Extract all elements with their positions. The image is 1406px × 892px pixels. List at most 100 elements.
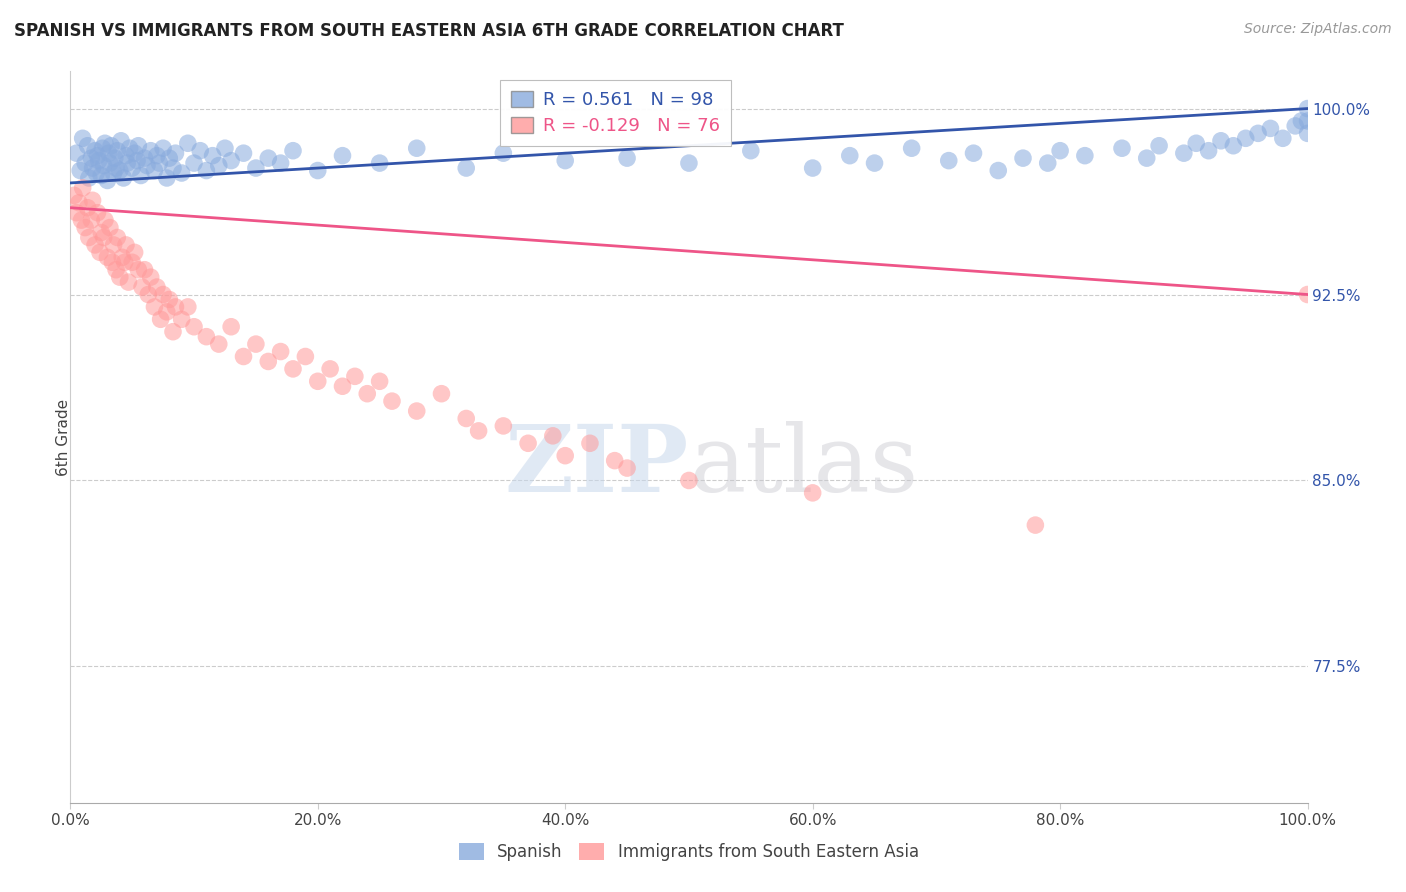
Point xyxy=(72,181,94,195)
Point xyxy=(103,166,125,180)
Point xyxy=(86,149,108,163)
Point xyxy=(579,436,602,450)
Point xyxy=(183,156,205,170)
Point xyxy=(170,166,193,180)
Point xyxy=(270,344,292,359)
Point xyxy=(143,300,166,314)
Text: atlas: atlas xyxy=(689,421,918,511)
Point xyxy=(1260,121,1282,136)
Point xyxy=(616,461,638,475)
Point xyxy=(157,151,180,165)
Point xyxy=(554,153,576,168)
Point xyxy=(136,287,159,301)
Point xyxy=(75,156,97,170)
Point xyxy=(104,151,127,165)
Point xyxy=(616,151,638,165)
Point xyxy=(405,404,427,418)
Point xyxy=(70,213,93,227)
Point xyxy=(603,453,626,467)
Point xyxy=(201,149,224,163)
Point xyxy=(1173,146,1195,161)
Point xyxy=(77,230,100,244)
Point xyxy=(72,131,94,145)
Point xyxy=(195,163,218,178)
Point xyxy=(100,138,122,153)
Point xyxy=(118,141,141,155)
Point xyxy=(1209,134,1232,148)
Point xyxy=(129,169,152,183)
Point xyxy=(332,149,354,163)
Point xyxy=(1024,518,1046,533)
Point xyxy=(1234,131,1257,145)
Point xyxy=(103,238,125,252)
Point xyxy=(307,163,329,178)
Point xyxy=(97,146,120,161)
Point xyxy=(105,230,128,244)
Point xyxy=(69,163,91,178)
Point xyxy=(127,262,149,277)
Legend: Spanish, Immigrants from South Eastern Asia: Spanish, Immigrants from South Eastern A… xyxy=(453,836,925,868)
Point xyxy=(114,255,136,269)
Point xyxy=(105,262,128,277)
Point xyxy=(82,194,104,208)
Point xyxy=(1198,144,1220,158)
Point xyxy=(307,374,329,388)
Point xyxy=(90,169,112,183)
Point xyxy=(93,159,115,173)
Point xyxy=(257,354,280,368)
Point xyxy=(1074,149,1097,163)
Point xyxy=(67,195,90,210)
Point xyxy=(134,262,156,277)
Point xyxy=(801,486,824,500)
Point xyxy=(127,138,149,153)
Point xyxy=(108,270,131,285)
Point xyxy=(63,188,86,202)
Point xyxy=(183,319,205,334)
Point xyxy=(80,213,103,227)
Point xyxy=(1296,102,1319,116)
Point xyxy=(1185,136,1208,151)
Point xyxy=(281,362,304,376)
Point xyxy=(1296,287,1319,301)
Point xyxy=(368,156,391,170)
Point xyxy=(149,312,172,326)
Point xyxy=(1296,126,1319,140)
Point xyxy=(319,362,342,376)
Point xyxy=(65,205,87,219)
Y-axis label: 6th Grade: 6th Grade xyxy=(56,399,70,475)
Point xyxy=(162,161,184,175)
Point xyxy=(517,436,540,450)
Point xyxy=(101,255,124,269)
Point xyxy=(124,146,146,161)
Point xyxy=(1222,138,1244,153)
Point xyxy=(863,156,886,170)
Point xyxy=(98,220,121,235)
Point xyxy=(1036,156,1059,170)
Point xyxy=(84,144,107,158)
Point xyxy=(740,144,762,158)
Point xyxy=(111,250,134,264)
Point xyxy=(76,201,98,215)
Point xyxy=(456,411,478,425)
Point xyxy=(170,312,193,326)
Point xyxy=(838,149,860,163)
Point xyxy=(381,394,404,409)
Point xyxy=(86,205,108,219)
Point xyxy=(554,449,576,463)
Text: SPANISH VS IMMIGRANTS FROM SOUTH EASTERN ASIA 6TH GRADE CORRELATION CHART: SPANISH VS IMMIGRANTS FROM SOUTH EASTERN… xyxy=(14,22,844,40)
Point xyxy=(541,429,564,443)
Point xyxy=(232,350,254,364)
Point xyxy=(1271,131,1294,145)
Point xyxy=(152,141,174,155)
Point xyxy=(232,146,254,161)
Point xyxy=(219,319,242,334)
Point xyxy=(1012,151,1035,165)
Point xyxy=(134,151,156,165)
Point xyxy=(678,474,700,488)
Point xyxy=(96,250,118,264)
Point xyxy=(162,325,184,339)
Point xyxy=(165,300,187,314)
Point xyxy=(208,337,231,351)
Point xyxy=(332,379,354,393)
Point xyxy=(121,161,143,175)
